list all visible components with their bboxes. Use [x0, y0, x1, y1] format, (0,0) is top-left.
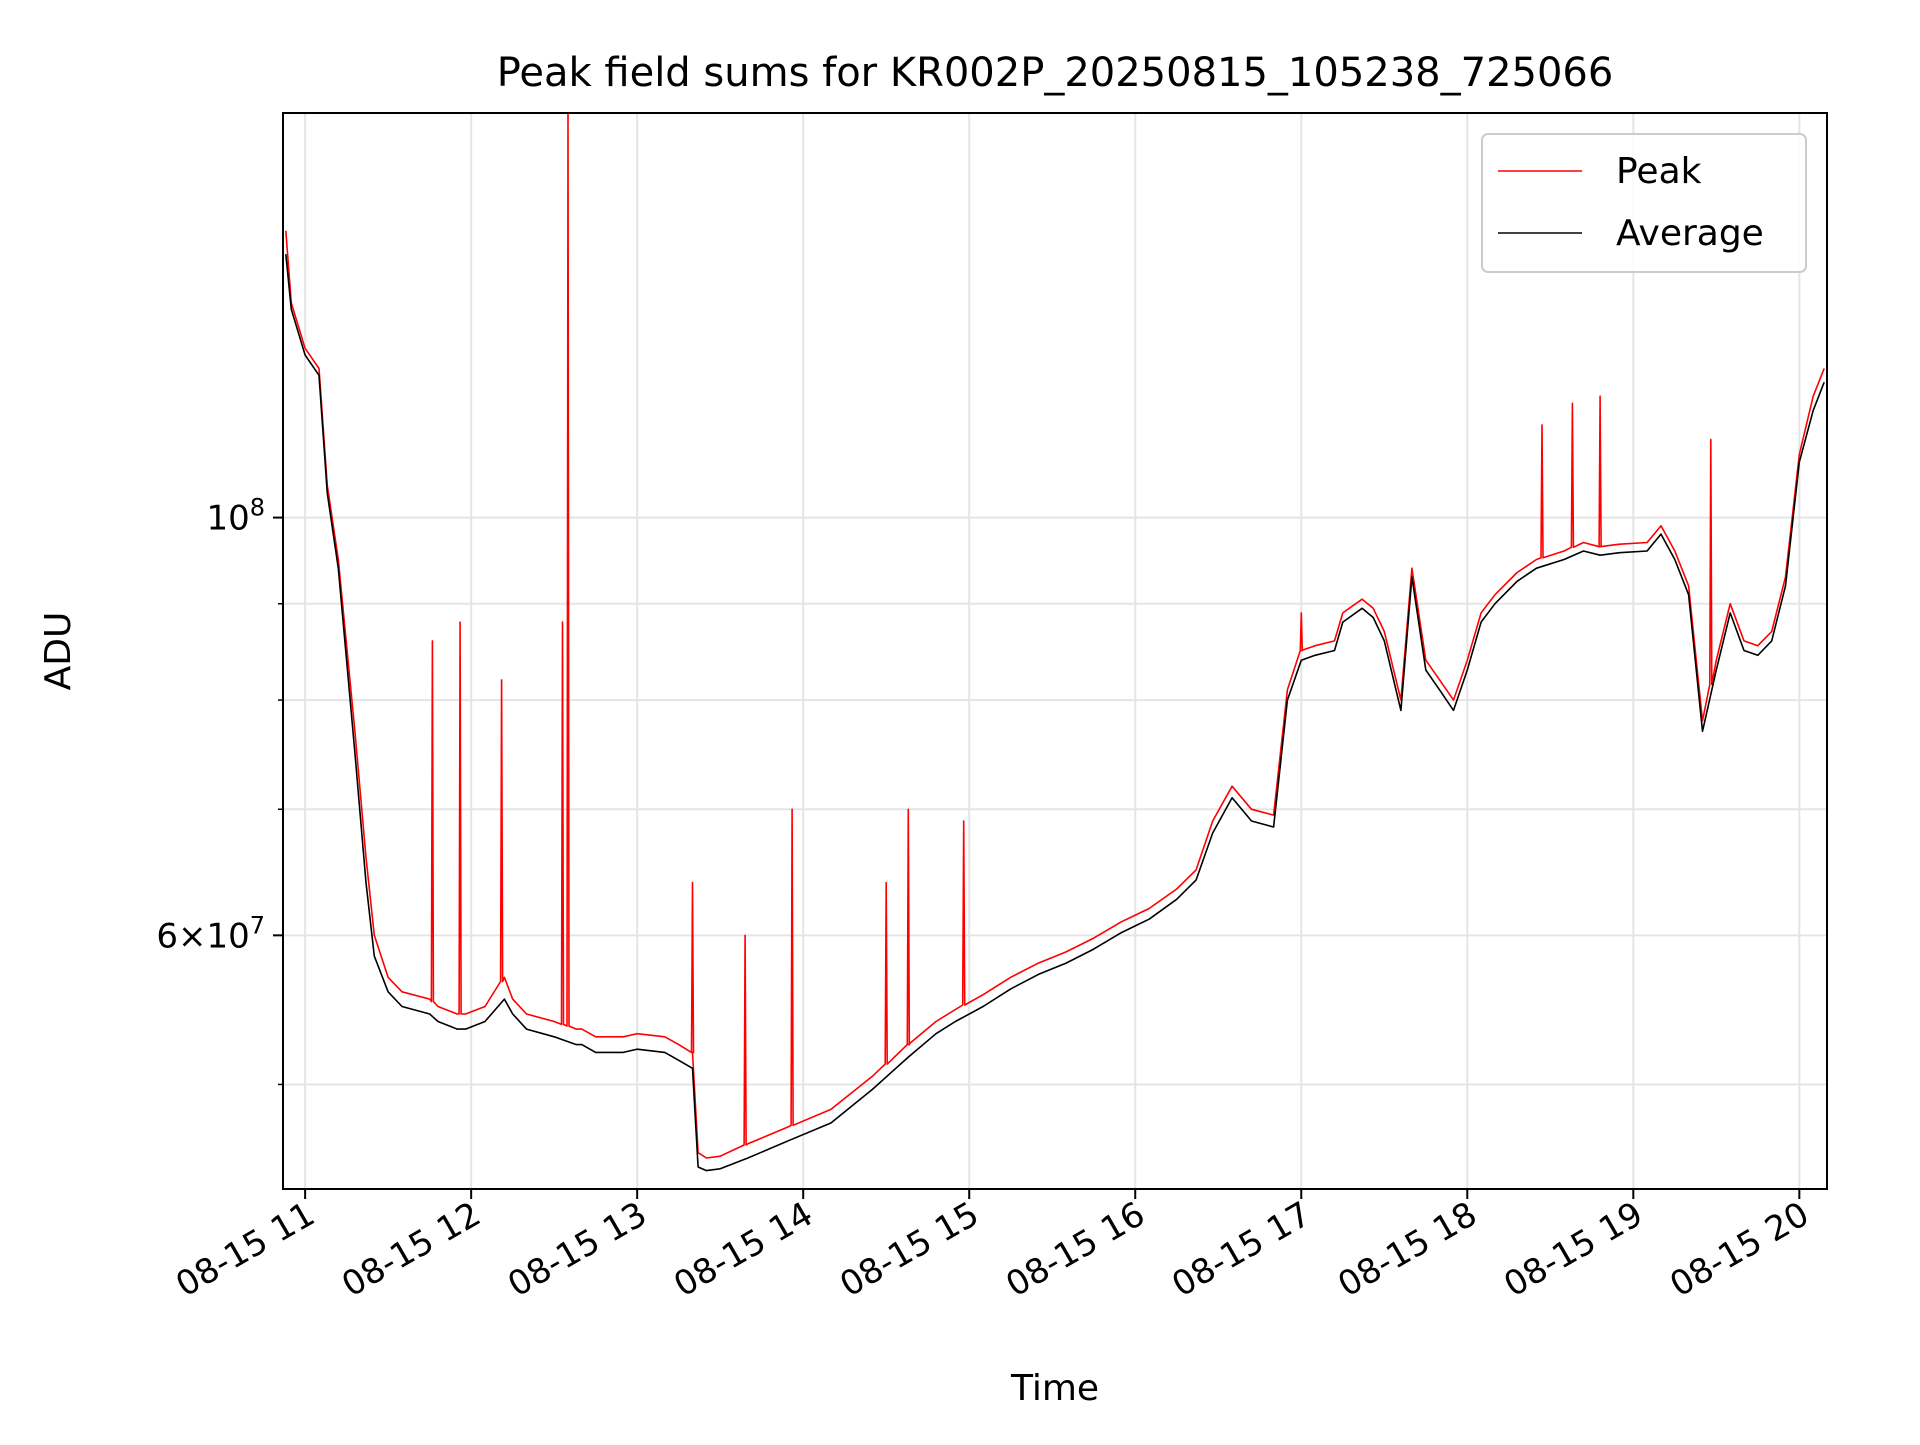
y-axis-ticks: 6×107 108 [156, 494, 283, 1086]
legend-box [1481, 133, 1807, 273]
legend-label-average: Average [1616, 213, 1764, 254]
series-line-peak [285, 113, 1825, 1159]
plot-frame [282, 112, 1828, 1190]
legend-label-peak: Peak [1616, 151, 1702, 192]
chart-title: Peak field sums for KR002P_20250815_1052… [497, 50, 1614, 96]
y-tick-label: 108 [206, 494, 265, 539]
legend: Peak Average [1481, 133, 1807, 273]
series-layer [285, 113, 1825, 1172]
y-axis-label: ADU [38, 612, 79, 691]
series-line-average [285, 254, 1825, 1172]
x-axis-label: Time [1010, 1368, 1099, 1409]
grid [283, 113, 1827, 1189]
y-tick-label: 6×107 [156, 911, 265, 956]
